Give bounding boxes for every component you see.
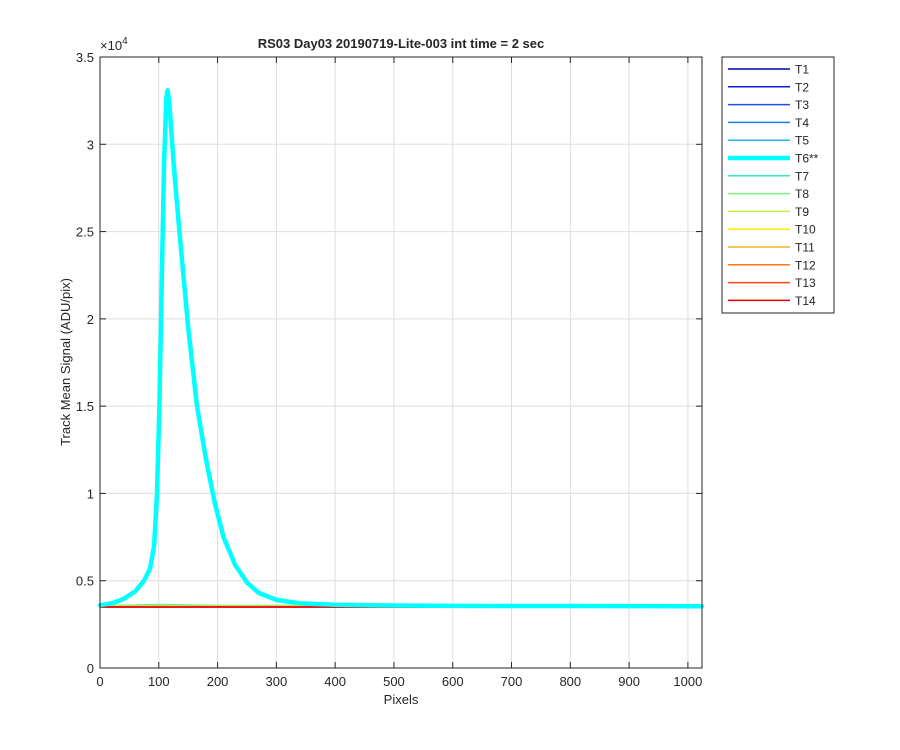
- legend-label-t2: T2: [795, 80, 809, 94]
- y-tick-label: 3.5: [76, 50, 94, 65]
- x-tick-label: 200: [207, 674, 229, 689]
- x-axis-label: Pixels: [384, 692, 419, 707]
- legend-label-t6: T6**: [795, 152, 819, 166]
- y-tick-labels: 0 0.5 1 1.5 2 2.5 3 3.5: [76, 50, 94, 676]
- legend-label-t12: T12: [795, 258, 816, 272]
- legend-label-t14: T14: [795, 294, 816, 308]
- x-tick-label: 300: [266, 674, 288, 689]
- x-tick-label: 600: [442, 674, 464, 689]
- legend-entries: T1 T2 T3 T4 T5 T6** T7 T8 T9 T10 T11 T12 T13 T14: [728, 63, 819, 308]
- x-tick-label: 800: [559, 674, 581, 689]
- legend-label-t5: T5: [795, 134, 809, 148]
- x-tick-label: 0: [96, 674, 103, 689]
- legend-label-t8: T8: [795, 187, 809, 201]
- legend-box: [721, 56, 835, 314]
- axes-background: [100, 57, 702, 668]
- x-tick-label: 900: [618, 674, 640, 689]
- legend-label-t9: T9: [795, 205, 809, 219]
- x-tick-label: 100: [148, 674, 170, 689]
- y-tick-label: 1.5: [76, 399, 94, 414]
- legend-label-t3: T3: [795, 98, 809, 112]
- y-axis-label: Track Mean Signal (ADU/pix): [58, 278, 73, 446]
- series-lines: [97, 87, 705, 609]
- legend[interactable]: T1 T2 T3 T4 T5 T6** T7 T8 T9 T10 T11 T12 T13 T14: [721, 56, 835, 314]
- series-line-t6: [97, 87, 705, 609]
- y-axis-exponent: ×104: [100, 36, 128, 53]
- x-tick-labels: 0 100 200 300 400 500 600 700 800 900 1000: [96, 674, 702, 689]
- legend-label-t13: T13: [795, 276, 816, 290]
- y-exponent-base: ×10: [100, 38, 122, 53]
- x-tick-label: 1000: [673, 674, 702, 689]
- legend-label-t10: T10: [795, 223, 816, 237]
- x-tick-label: 400: [324, 674, 346, 689]
- y-tick-label: 2: [87, 312, 94, 327]
- y-tick-label: 0: [87, 661, 94, 676]
- y-tick-label: 2.5: [76, 225, 94, 240]
- y-exponent-power: 4: [122, 36, 128, 47]
- legend-label-t7: T7: [795, 169, 809, 183]
- plot-area: 0 100 200 300 400 500 600 700 800 900 1000 0 0.5 1 1.…: [76, 50, 705, 689]
- tick-marks: [99, 56, 702, 669]
- chart-title: RS03 Day03 20190719-Lite-003 int time = …: [258, 36, 545, 51]
- y-tick-label: 3: [87, 137, 94, 152]
- x-tick-label: 700: [501, 674, 523, 689]
- y-tick-label: 0.5: [76, 574, 94, 589]
- y-tick-label: 1: [87, 486, 94, 501]
- legend-label-t4: T4: [795, 116, 809, 130]
- axes-box: [99, 56, 703, 669]
- x-tick-label: 500: [383, 674, 405, 689]
- legend-label-t1: T1: [795, 63, 809, 77]
- legend-label-t11: T11: [795, 241, 815, 255]
